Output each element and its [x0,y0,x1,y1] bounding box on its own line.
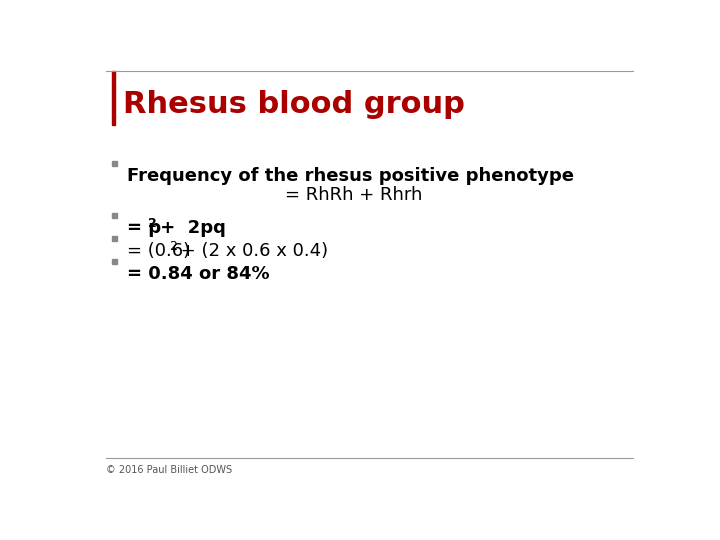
Text: +  2pq: + 2pq [153,219,225,237]
Text: + (2 x 0.6 x 0.4): + (2 x 0.6 x 0.4) [175,242,328,260]
Text: = 0.84 or 84%: = 0.84 or 84% [127,265,270,283]
Bar [112,236,117,241]
Text: Rhesus blood group: Rhesus blood group [122,90,464,119]
Bar [112,213,117,218]
Bar [112,259,117,264]
Text: 2: 2 [148,217,157,230]
Text: = (0.6): = (0.6) [127,242,190,260]
Text: = RhRh + Rhrh: = RhRh + Rhrh [285,186,422,205]
Text: © 2016 Paul Billiet ODWS: © 2016 Paul Billiet ODWS [106,465,232,475]
Text: Frequency of the rhesus positive phenotype: Frequency of the rhesus positive phenoty… [127,167,575,185]
Text: = p: = p [127,219,161,237]
Text: 2: 2 [169,240,177,253]
Bar [112,161,117,166]
Bar [112,71,114,125]
